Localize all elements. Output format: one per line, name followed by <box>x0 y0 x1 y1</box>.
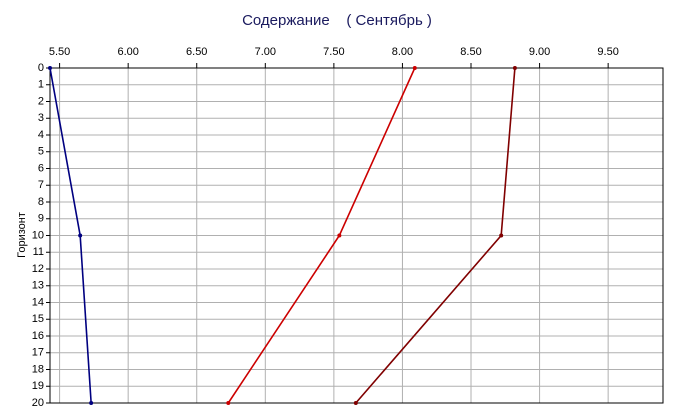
y-tick-label: 18 <box>32 363 44 375</box>
y-axis-label: Горизонт <box>16 212 28 258</box>
x-tick-label: 5.50 <box>49 46 70 58</box>
y-tick-label: 12 <box>32 263 44 275</box>
y-tick-label: 20 <box>32 397 44 409</box>
y-tick-label: 8 <box>38 196 44 208</box>
y-tick-label: 10 <box>32 229 44 241</box>
y-tick-label: 0 <box>38 62 44 74</box>
x-tick-label: 8.50 <box>460 46 481 58</box>
data-point <box>412 66 417 70</box>
y-tick-label: 11 <box>33 246 44 258</box>
y-tick-label: 15 <box>32 313 44 325</box>
chart-title: Содержание ( Сентябрь ) <box>242 12 432 29</box>
y-tick-label: 1 <box>38 79 44 91</box>
data-point <box>512 66 517 70</box>
x-tick-label: 9.00 <box>529 46 550 58</box>
x-tick-label: 8.00 <box>392 46 413 58</box>
y-tick-label: 9 <box>38 213 44 225</box>
x-tick-label: 6.50 <box>186 46 207 58</box>
data-point <box>89 401 94 405</box>
y-tick-label: 3 <box>38 112 44 124</box>
data-point <box>337 233 342 238</box>
y-tick-label: 7 <box>38 179 44 191</box>
x-tick-label: 6.00 <box>117 46 138 58</box>
y-tick-label: 16 <box>32 330 44 342</box>
y-tick-label: 4 <box>38 129 44 141</box>
x-tick-label: 7.00 <box>255 46 276 58</box>
data-point <box>499 233 504 238</box>
y-tick-label: 6 <box>38 162 44 174</box>
y-tick-label: 5 <box>38 146 44 158</box>
x-tick-label: 9.50 <box>597 46 618 58</box>
y-tick-label: 2 <box>38 95 44 107</box>
data-point <box>226 401 231 405</box>
x-tick-label: 7.50 <box>323 46 344 58</box>
data-point <box>353 401 358 405</box>
data-point <box>48 66 52 70</box>
data-point <box>78 233 83 238</box>
y-tick-label: 13 <box>32 280 44 292</box>
y-tick-label: 19 <box>32 380 44 392</box>
y-tick-label: 14 <box>32 296 44 308</box>
y-tick-label: 17 <box>32 347 44 359</box>
